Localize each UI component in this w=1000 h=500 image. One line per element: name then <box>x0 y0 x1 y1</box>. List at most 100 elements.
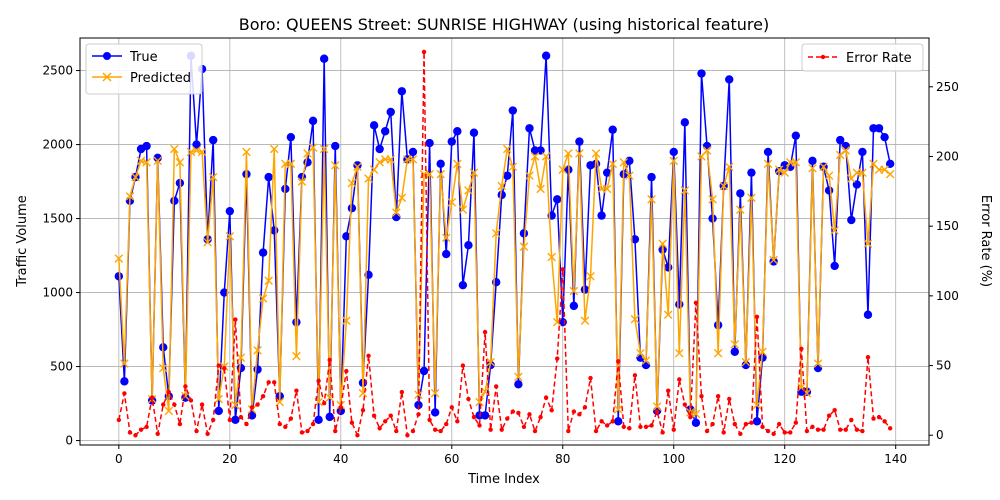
point-true <box>647 172 656 182</box>
point-predicted <box>580 316 590 325</box>
point-error-rate <box>394 428 399 434</box>
point-true <box>553 195 562 204</box>
point-true <box>847 215 856 225</box>
point-true <box>347 204 357 213</box>
point-error-rate <box>410 428 416 434</box>
point-predicted <box>502 144 512 154</box>
series-line-error-rate <box>118 51 891 438</box>
point-predicted <box>747 193 756 203</box>
point-error-rate <box>527 412 532 417</box>
point-error-rate <box>649 423 654 428</box>
point-error-rate <box>444 421 449 427</box>
point-true <box>286 132 296 142</box>
point-error-rate <box>754 314 760 319</box>
point-error-rate <box>310 421 316 427</box>
point-error-rate <box>421 49 427 55</box>
plot-frame <box>79 37 930 446</box>
point-error-rate <box>732 421 737 427</box>
y-tick-label: 1500 <box>42 212 73 226</box>
point-true <box>170 196 179 205</box>
point-predicted <box>575 149 584 158</box>
point-true <box>813 363 823 373</box>
point-predicted <box>175 158 185 167</box>
point-predicted <box>691 409 701 419</box>
point-true <box>808 156 817 166</box>
point-predicted <box>491 229 501 238</box>
point-true <box>458 280 468 290</box>
point-error-rate <box>721 430 726 435</box>
x-tick-label: 140 <box>884 452 907 466</box>
point-true <box>641 360 651 370</box>
point-predicted <box>242 147 251 157</box>
point-true <box>308 116 318 126</box>
point-true <box>675 300 684 309</box>
point-error-rate <box>482 329 488 335</box>
point-error-rate <box>876 414 882 420</box>
point-predicted <box>780 168 790 177</box>
point-error-rate <box>449 405 454 410</box>
point-predicted <box>436 169 445 179</box>
point-error-rate <box>210 417 216 423</box>
point-predicted <box>619 158 629 167</box>
point-error-rate <box>116 417 122 423</box>
point-true <box>258 248 268 257</box>
point-predicted <box>602 184 612 194</box>
point-predicted <box>441 233 451 243</box>
point-predicted <box>480 387 490 397</box>
point-error-rate <box>849 417 854 423</box>
point-predicted <box>541 152 551 161</box>
point-error-rate <box>138 427 144 432</box>
point-predicted <box>164 406 174 416</box>
point-predicted <box>724 162 734 172</box>
point-error-rate <box>122 391 127 396</box>
point-predicted <box>791 158 801 167</box>
point-predicted <box>414 390 423 399</box>
point-true <box>691 418 701 427</box>
point-error-rate <box>865 354 871 360</box>
point-error-rate <box>627 426 632 431</box>
point-true <box>569 301 579 311</box>
point-predicted <box>591 149 601 158</box>
point-error-rate <box>166 389 171 395</box>
point-error-rate <box>371 413 377 418</box>
point-true <box>741 360 751 370</box>
point-error-rate <box>321 400 327 406</box>
point-true <box>597 211 606 220</box>
point-error-rate <box>344 368 349 374</box>
point-error-rate <box>671 427 676 432</box>
point-error-rate <box>699 394 704 399</box>
point-predicted <box>353 162 362 172</box>
legend-error-label: Error Rate <box>846 51 912 66</box>
point-true <box>392 212 401 222</box>
point-predicted <box>286 159 296 169</box>
point-error-rate <box>249 405 255 410</box>
point-true <box>625 156 634 166</box>
series-line-predicted <box>118 145 891 415</box>
point-error-rate <box>638 424 643 430</box>
point-true <box>669 147 678 157</box>
point-error-rate <box>616 359 621 364</box>
point-error-rate <box>832 407 837 413</box>
point-error-rate <box>277 421 282 427</box>
point-true <box>508 106 518 115</box>
point-true <box>181 393 190 402</box>
legend-left: True Predicted <box>85 43 203 95</box>
point-predicted <box>736 205 745 214</box>
point-error-rate <box>144 424 149 430</box>
point-error-rate <box>466 396 471 402</box>
point-error-rate <box>710 421 715 427</box>
point-error-rate <box>815 427 821 432</box>
point-error-rate <box>349 420 355 425</box>
point-true <box>120 377 129 386</box>
point-predicted <box>769 255 778 265</box>
x-tick-label: 0 <box>115 452 123 466</box>
point-predicted <box>447 197 457 207</box>
point-predicted <box>713 348 723 358</box>
point-predicted <box>208 172 218 182</box>
point-true <box>397 87 407 96</box>
point-error-rate <box>749 420 754 425</box>
point-true <box>747 168 756 177</box>
series-true <box>114 51 895 427</box>
point-error-rate <box>499 427 504 432</box>
point-error-rate <box>788 430 793 435</box>
